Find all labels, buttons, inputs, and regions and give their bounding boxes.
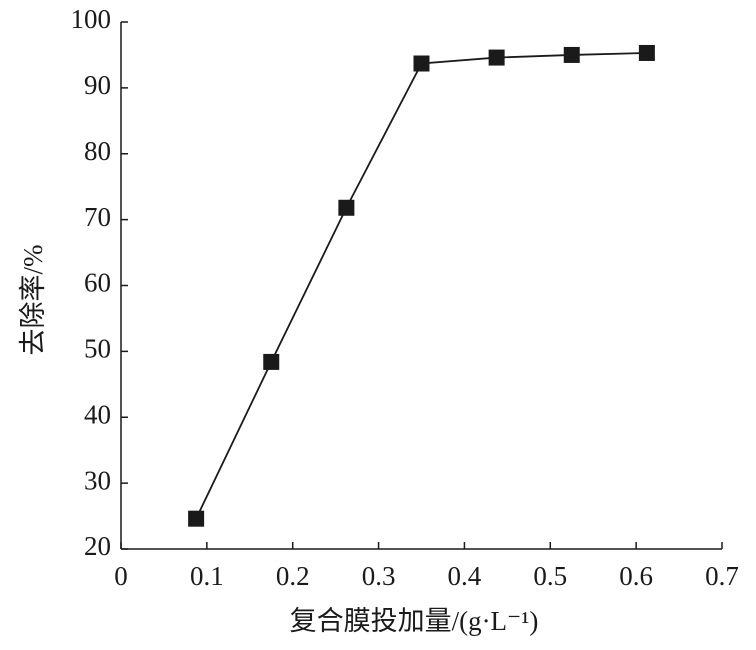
x-tick-label: 0.7 bbox=[705, 561, 739, 591]
y-tick-label: 60 bbox=[84, 268, 111, 298]
y-tick-label: 20 bbox=[84, 531, 111, 561]
y-tick-label: 30 bbox=[84, 465, 111, 495]
series-line bbox=[195, 52, 647, 520]
y-tick-label: 90 bbox=[84, 70, 111, 100]
point-marker bbox=[413, 55, 430, 72]
y-tick-label: 50 bbox=[84, 334, 111, 364]
y-tick-label: 40 bbox=[84, 399, 111, 429]
x-tick-label: 0 bbox=[114, 561, 128, 591]
point-marker bbox=[488, 49, 505, 66]
x-tick-label: 0.1 bbox=[190, 561, 224, 591]
x-tick-label: 0.4 bbox=[448, 561, 482, 591]
x-tick-label: 0.5 bbox=[533, 561, 567, 591]
x-tick-label: 0.2 bbox=[276, 561, 310, 591]
point-marker bbox=[338, 199, 355, 216]
point-marker bbox=[188, 510, 205, 527]
x-tick-label: 0.6 bbox=[619, 561, 653, 591]
point-marker bbox=[638, 44, 655, 61]
point-marker bbox=[263, 353, 280, 370]
y-tick-label: 100 bbox=[71, 4, 112, 34]
x-tick-label: 0.3 bbox=[362, 561, 396, 591]
point-marker bbox=[563, 46, 580, 63]
x-axis-label: 复合膜投加量/(g·L⁻¹) bbox=[290, 606, 539, 636]
y-tick-label: 80 bbox=[84, 136, 111, 166]
y-axis-label: 去除率/% bbox=[18, 245, 48, 356]
y-tick-label: 70 bbox=[84, 202, 111, 232]
